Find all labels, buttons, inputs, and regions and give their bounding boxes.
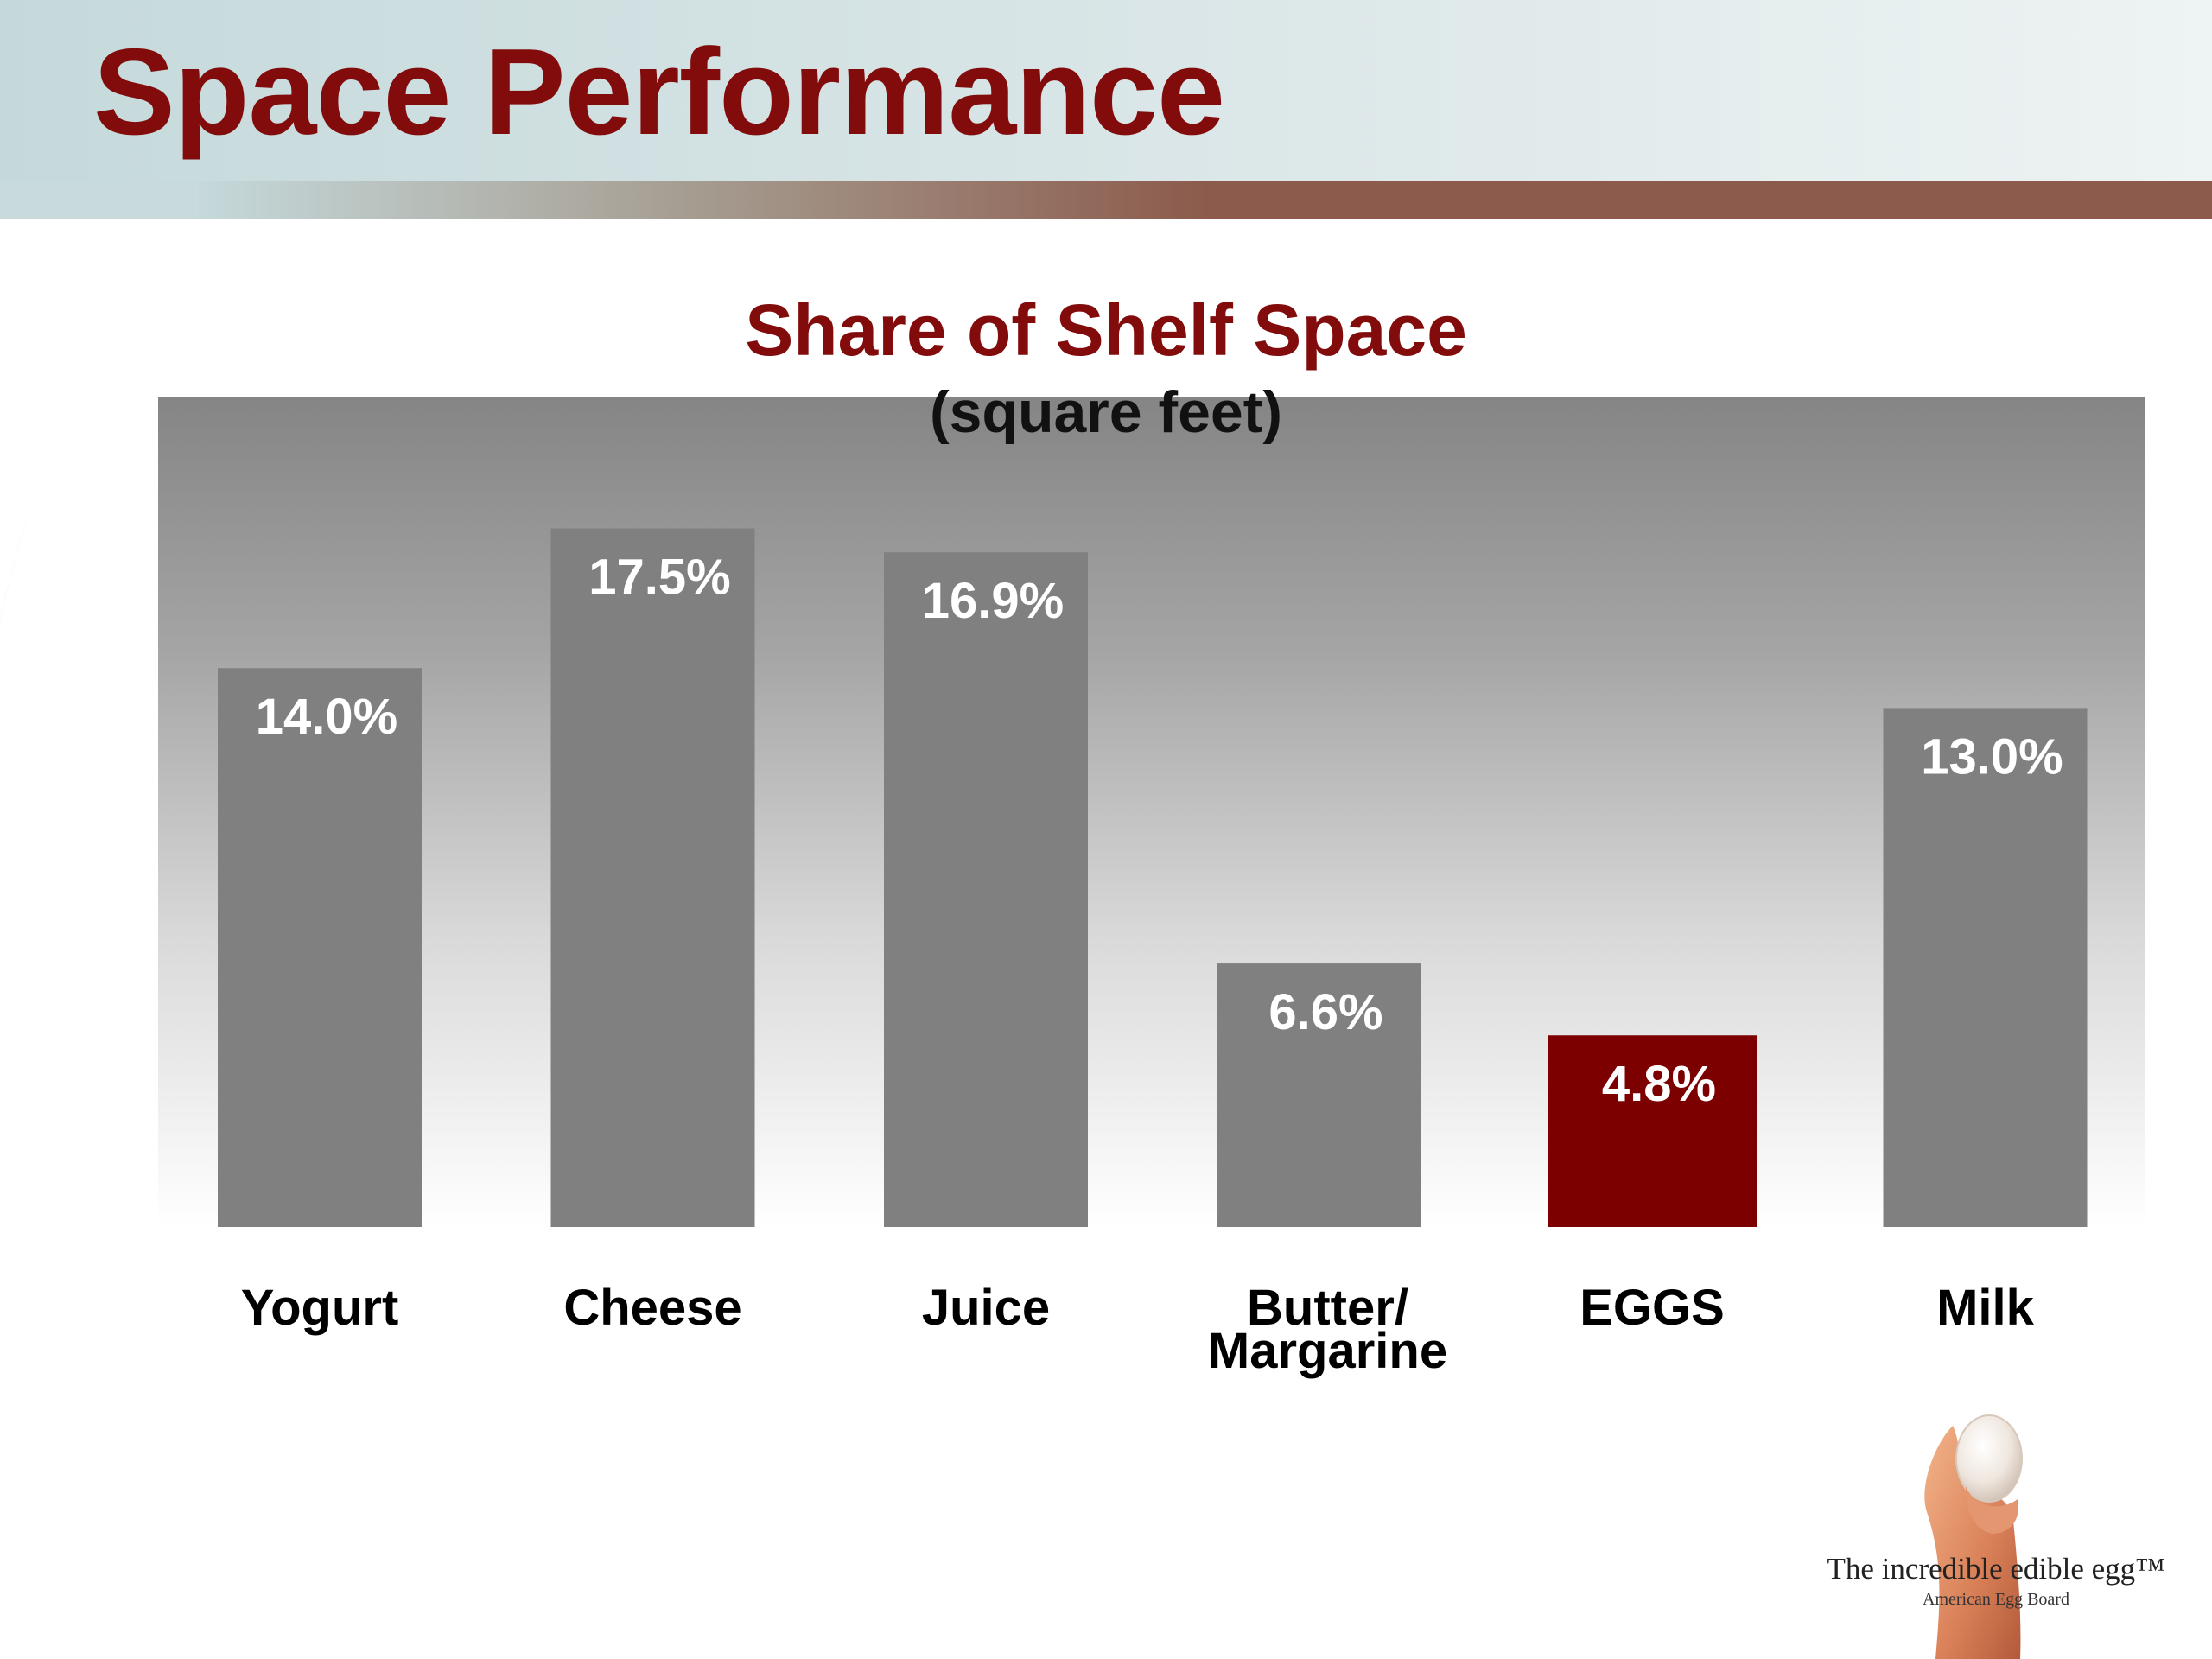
category-label: Milk xyxy=(1936,1280,2035,1336)
data-label: 16.9% xyxy=(922,573,1064,629)
header-decoration xyxy=(0,0,2212,622)
data-label: 17.5% xyxy=(588,550,730,606)
labels-layer: 14.0% Yogurt 17.5% Cheese 16.9% Juice 6.6% Butt… xyxy=(241,550,2063,1380)
page-title: Space Performance xyxy=(93,23,1225,161)
data-label: 6.6% xyxy=(1268,984,1382,1040)
logo-text: The incredible edible egg™ xyxy=(1827,1552,2165,1586)
bar-butter-margarine xyxy=(1217,963,1421,1227)
bar-juice xyxy=(884,552,1088,1227)
bar-milk xyxy=(1883,708,2088,1227)
data-label: 4.8% xyxy=(1602,1056,1716,1112)
egg-hand-logo xyxy=(1924,1414,2023,1659)
category-label: EGGS xyxy=(1580,1280,1725,1336)
bar-eggs xyxy=(1548,1035,1757,1227)
category-label: Cheese xyxy=(563,1280,741,1336)
plot-area xyxy=(158,397,2145,1227)
data-label: 13.0% xyxy=(1921,728,2063,785)
header-band xyxy=(0,0,2212,181)
category-label: Juice xyxy=(922,1280,1050,1336)
bar-yogurt xyxy=(218,668,422,1227)
chart-title: Share of Shelf Space xyxy=(745,289,1467,371)
category-label: Butter/Margarine xyxy=(1208,1280,1447,1379)
data-label: 14.0% xyxy=(256,689,397,745)
category-label: Yogurt xyxy=(241,1280,399,1336)
bar-cheese xyxy=(550,528,755,1227)
bars-layer xyxy=(218,528,2088,1227)
logo-subtext: American Egg Board xyxy=(1923,1590,2069,1609)
chart-subtitle: (square feet) xyxy=(929,379,1283,445)
